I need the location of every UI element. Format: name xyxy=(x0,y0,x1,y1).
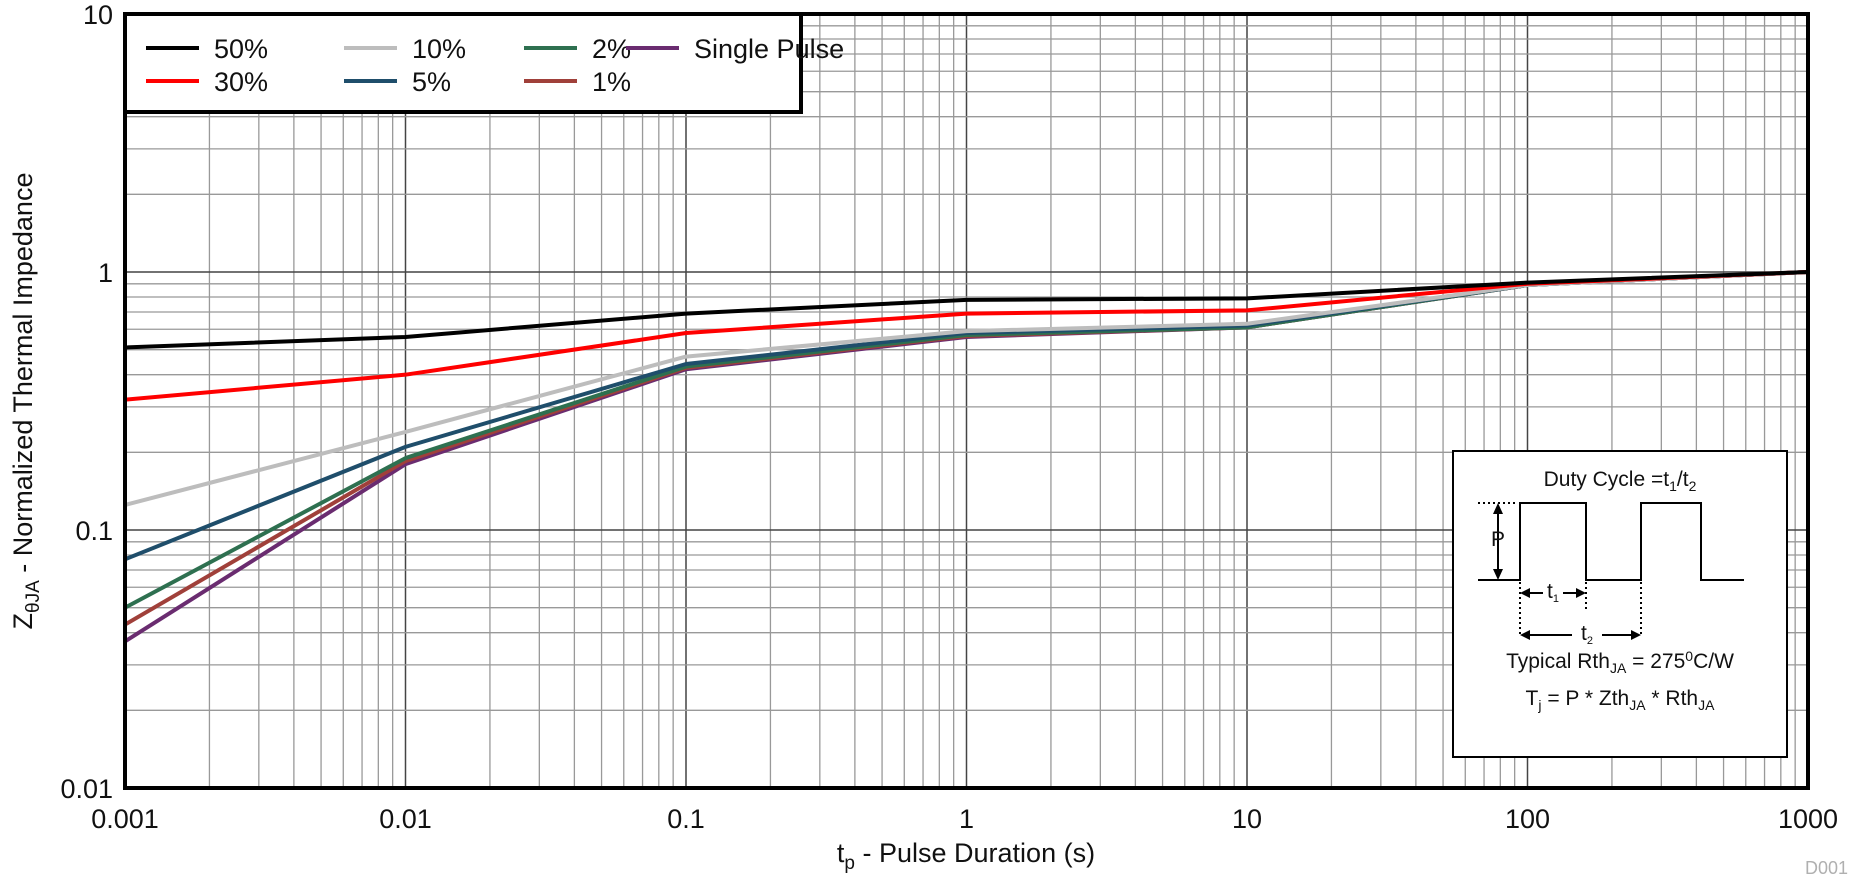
x-tick: 0.01 xyxy=(379,804,432,834)
series-50- xyxy=(124,270,1809,350)
legend-label: 50% xyxy=(214,34,268,64)
tj-formula: Tj = P * ZthJA * RthJA xyxy=(1526,687,1716,713)
figure-code: D001 xyxy=(1805,858,1848,878)
legend-label: Single Pulse xyxy=(694,34,844,64)
arrow-down-icon xyxy=(1493,569,1503,580)
x-tick: 1 xyxy=(959,804,974,834)
data-series xyxy=(123,270,1809,644)
legend: 50%30% 10%5% 2%1% Single Pulse xyxy=(123,12,844,114)
y-tick: 1 xyxy=(98,258,113,288)
svg-text:t2: t2 xyxy=(1581,622,1593,647)
legend-label: 5% xyxy=(412,67,451,97)
legend-label: 2% xyxy=(592,34,631,64)
arrow-left-icon xyxy=(1520,588,1530,598)
y-tick: 0.01 xyxy=(60,774,113,804)
svg-text:P: P xyxy=(1491,528,1505,551)
y-tick: 10 xyxy=(83,0,113,30)
arrow-up-icon xyxy=(1493,503,1503,514)
x-tick: 0.1 xyxy=(667,804,705,834)
x-tick: 0.001 xyxy=(91,804,159,834)
x-tick: 100 xyxy=(1505,804,1550,834)
pulse-waveform xyxy=(1478,502,1744,581)
legend-label: 10% xyxy=(412,34,466,64)
legend-label: 30% xyxy=(214,67,268,97)
legend-label: 1% xyxy=(592,67,631,97)
rth-label: Typical RthJA = 2750C/W xyxy=(1506,648,1734,676)
duty-cycle-inset: Duty Cycle =t1/t2 P t1 t2 Typical RthJA … xyxy=(1452,450,1788,758)
svg-text:t1: t1 xyxy=(1547,580,1559,605)
y-axis-label: ZθJA - Normalized Thermal Impedance xyxy=(8,173,44,630)
arrow-right-icon xyxy=(1576,588,1586,598)
y-tick-labels: 0.01 0.1 1 10 xyxy=(60,0,113,804)
x-tick-labels: 0.001 0.01 0.1 1 10 100 1000 xyxy=(91,804,1838,834)
plot-frame xyxy=(123,12,1810,790)
x-tick: 1000 xyxy=(1778,804,1838,834)
y-tick: 0.1 xyxy=(75,516,113,546)
grid-lines xyxy=(125,14,1808,788)
inset-title: Duty Cycle =t1/t2 xyxy=(1544,468,1697,494)
x-axis-label: tp - Pulse Duration (s) xyxy=(837,838,1095,874)
x-tick: 10 xyxy=(1232,804,1262,834)
